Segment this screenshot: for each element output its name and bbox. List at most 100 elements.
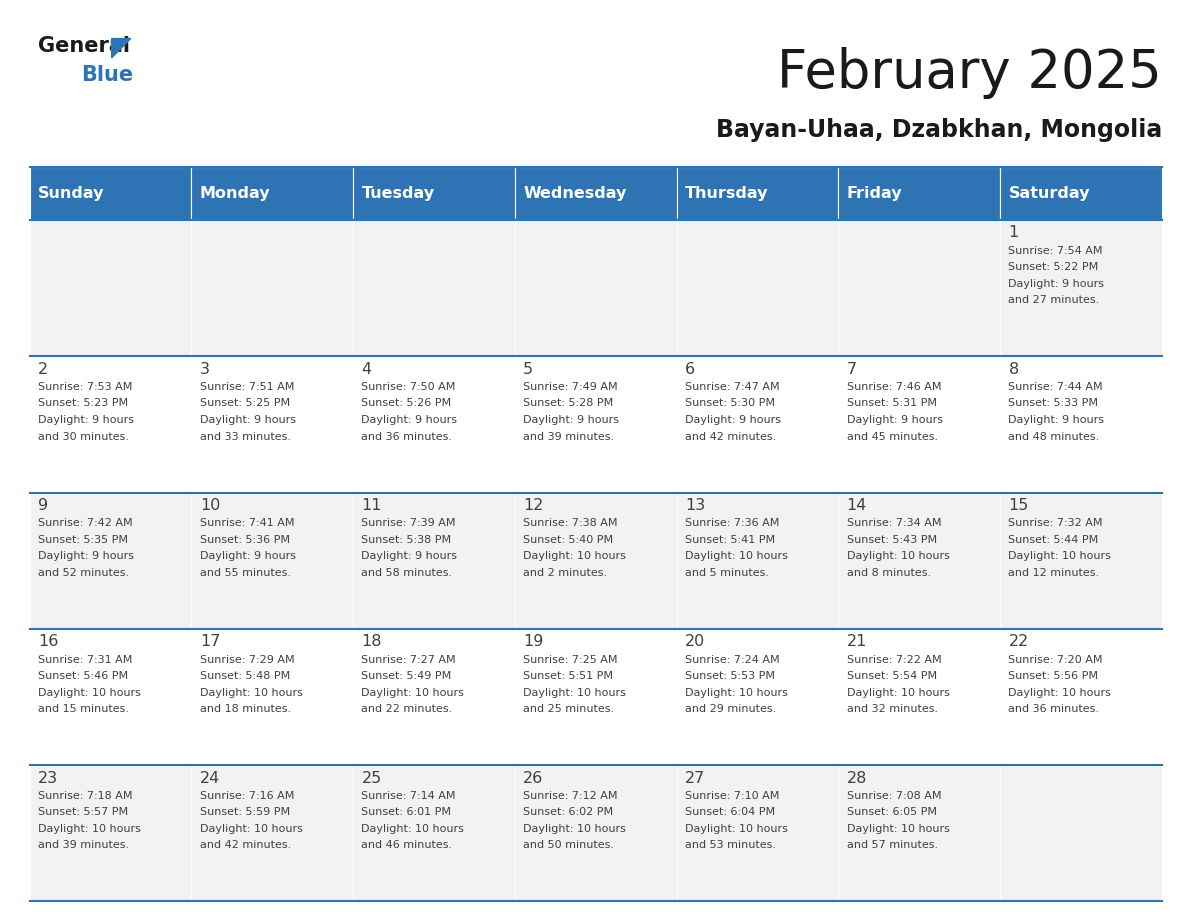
Text: Sunset: 5:57 PM: Sunset: 5:57 PM xyxy=(38,808,128,817)
Bar xyxy=(677,629,839,766)
Bar xyxy=(839,167,1000,220)
Text: Sunrise: 7:31 AM: Sunrise: 7:31 AM xyxy=(38,655,132,665)
Text: Sunset: 6:02 PM: Sunset: 6:02 PM xyxy=(523,808,613,817)
Text: 4: 4 xyxy=(361,362,372,376)
Text: Daylight: 10 hours: Daylight: 10 hours xyxy=(361,824,465,834)
Bar xyxy=(353,629,514,766)
Bar xyxy=(353,167,514,220)
Text: Daylight: 10 hours: Daylight: 10 hours xyxy=(685,552,788,561)
Text: Sunrise: 7:14 AM: Sunrise: 7:14 AM xyxy=(361,791,456,800)
Bar xyxy=(30,220,191,356)
Text: Daylight: 10 hours: Daylight: 10 hours xyxy=(38,824,141,834)
Text: Daylight: 9 hours: Daylight: 9 hours xyxy=(685,415,781,425)
Text: Sunrise: 7:51 AM: Sunrise: 7:51 AM xyxy=(200,382,295,392)
Text: 21: 21 xyxy=(847,634,867,649)
Text: and 8 minutes.: and 8 minutes. xyxy=(847,568,931,577)
Text: General: General xyxy=(38,36,129,56)
Text: and 22 minutes.: and 22 minutes. xyxy=(361,704,453,714)
Text: Daylight: 10 hours: Daylight: 10 hours xyxy=(1009,552,1111,561)
Text: and 58 minutes.: and 58 minutes. xyxy=(361,568,453,577)
Bar xyxy=(1000,167,1162,220)
Text: Sunset: 5:28 PM: Sunset: 5:28 PM xyxy=(523,398,613,409)
Text: and 46 minutes.: and 46 minutes. xyxy=(361,841,453,850)
Text: 25: 25 xyxy=(361,771,381,786)
Text: 20: 20 xyxy=(685,634,706,649)
Text: and 33 minutes.: and 33 minutes. xyxy=(200,431,291,442)
Text: Sunset: 5:44 PM: Sunset: 5:44 PM xyxy=(1009,535,1099,544)
Text: Daylight: 10 hours: Daylight: 10 hours xyxy=(685,824,788,834)
Bar xyxy=(514,766,677,901)
Bar xyxy=(30,629,191,766)
Bar xyxy=(677,766,839,901)
Text: and 29 minutes.: and 29 minutes. xyxy=(685,704,776,714)
Bar xyxy=(677,356,839,493)
Text: Daylight: 10 hours: Daylight: 10 hours xyxy=(523,824,626,834)
Text: and 45 minutes.: and 45 minutes. xyxy=(847,431,937,442)
Text: Sunrise: 7:10 AM: Sunrise: 7:10 AM xyxy=(685,791,779,800)
Text: Sunday: Sunday xyxy=(38,186,105,201)
Text: Sunrise: 7:41 AM: Sunrise: 7:41 AM xyxy=(200,519,295,528)
Bar xyxy=(839,220,1000,356)
Text: Sunrise: 7:24 AM: Sunrise: 7:24 AM xyxy=(685,655,779,665)
Bar xyxy=(839,356,1000,493)
Text: 23: 23 xyxy=(38,771,58,786)
Bar xyxy=(514,220,677,356)
Text: Sunset: 5:36 PM: Sunset: 5:36 PM xyxy=(200,535,290,544)
Text: Sunset: 5:23 PM: Sunset: 5:23 PM xyxy=(38,398,128,409)
Text: Sunset: 5:49 PM: Sunset: 5:49 PM xyxy=(361,671,451,681)
Text: 10: 10 xyxy=(200,498,220,513)
Text: Daylight: 10 hours: Daylight: 10 hours xyxy=(38,688,141,698)
Text: 28: 28 xyxy=(847,771,867,786)
Text: Sunrise: 7:42 AM: Sunrise: 7:42 AM xyxy=(38,519,133,528)
Text: Sunrise: 7:47 AM: Sunrise: 7:47 AM xyxy=(685,382,779,392)
Text: 9: 9 xyxy=(38,498,49,513)
Text: Sunrise: 7:12 AM: Sunrise: 7:12 AM xyxy=(523,791,618,800)
Text: Daylight: 10 hours: Daylight: 10 hours xyxy=(685,688,788,698)
Text: Saturday: Saturday xyxy=(1009,186,1089,201)
Text: Sunset: 5:53 PM: Sunset: 5:53 PM xyxy=(685,671,775,681)
Text: Daylight: 10 hours: Daylight: 10 hours xyxy=(847,688,949,698)
Text: Sunrise: 7:44 AM: Sunrise: 7:44 AM xyxy=(1009,382,1104,392)
Text: and 36 minutes.: and 36 minutes. xyxy=(1009,704,1099,714)
Text: Daylight: 9 hours: Daylight: 9 hours xyxy=(847,415,943,425)
Text: Daylight: 10 hours: Daylight: 10 hours xyxy=(361,688,465,698)
Bar xyxy=(191,167,353,220)
Text: 24: 24 xyxy=(200,771,220,786)
Text: 19: 19 xyxy=(523,634,544,649)
Text: Sunrise: 7:25 AM: Sunrise: 7:25 AM xyxy=(523,655,618,665)
Text: Daylight: 9 hours: Daylight: 9 hours xyxy=(38,415,134,425)
Text: 11: 11 xyxy=(361,498,383,513)
Bar xyxy=(514,167,677,220)
Text: and 39 minutes.: and 39 minutes. xyxy=(38,841,129,850)
Bar xyxy=(1000,766,1162,901)
Text: Sunrise: 7:49 AM: Sunrise: 7:49 AM xyxy=(523,382,618,392)
Text: Sunset: 6:05 PM: Sunset: 6:05 PM xyxy=(847,808,936,817)
Text: Daylight: 9 hours: Daylight: 9 hours xyxy=(361,415,457,425)
Text: Tuesday: Tuesday xyxy=(361,186,435,201)
Text: 27: 27 xyxy=(685,771,706,786)
Text: and 52 minutes.: and 52 minutes. xyxy=(38,568,129,577)
Text: Sunset: 5:43 PM: Sunset: 5:43 PM xyxy=(847,535,937,544)
Text: Sunrise: 7:27 AM: Sunrise: 7:27 AM xyxy=(361,655,456,665)
Bar xyxy=(353,220,514,356)
Text: Daylight: 10 hours: Daylight: 10 hours xyxy=(1009,688,1111,698)
Text: and 48 minutes.: and 48 minutes. xyxy=(1009,431,1100,442)
Text: Daylight: 9 hours: Daylight: 9 hours xyxy=(1009,415,1105,425)
Bar xyxy=(30,766,191,901)
Text: Sunset: 5:46 PM: Sunset: 5:46 PM xyxy=(38,671,128,681)
Bar xyxy=(191,220,353,356)
Text: and 42 minutes.: and 42 minutes. xyxy=(200,841,291,850)
Text: and 36 minutes.: and 36 minutes. xyxy=(361,431,453,442)
Text: Sunset: 6:01 PM: Sunset: 6:01 PM xyxy=(361,808,451,817)
Text: Daylight: 10 hours: Daylight: 10 hours xyxy=(523,552,626,561)
Bar xyxy=(1000,629,1162,766)
Text: Sunset: 5:48 PM: Sunset: 5:48 PM xyxy=(200,671,290,681)
Text: Daylight: 9 hours: Daylight: 9 hours xyxy=(38,552,134,561)
Bar xyxy=(677,220,839,356)
Text: 17: 17 xyxy=(200,634,220,649)
Bar xyxy=(514,356,677,493)
Text: Wednesday: Wednesday xyxy=(523,186,626,201)
Bar xyxy=(191,629,353,766)
Text: Daylight: 10 hours: Daylight: 10 hours xyxy=(847,552,949,561)
Text: and 15 minutes.: and 15 minutes. xyxy=(38,704,129,714)
